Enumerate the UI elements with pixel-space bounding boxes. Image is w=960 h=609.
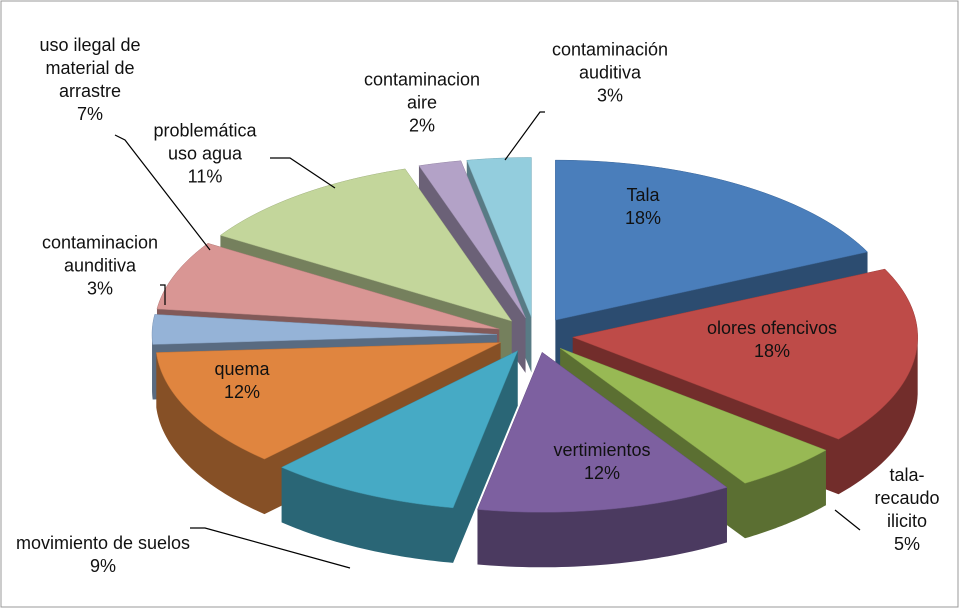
slice (156, 342, 501, 460)
label-text: 7% (76, 104, 103, 124)
label-text: contaminación auditiva (551, 39, 669, 83)
label-text: contaminacion aire (363, 69, 481, 113)
label-text: quema (214, 359, 270, 379)
leader-line (160, 284, 166, 305)
label-text: movimiento de suelos (15, 533, 191, 553)
data-label: vertimientos 12% (522, 439, 682, 485)
data-label: Tala 18% (583, 184, 703, 230)
data-label: contaminacion aunditiva 3% (15, 232, 185, 301)
leader-line (270, 157, 336, 189)
slice (559, 347, 827, 484)
data-label: problemática uso agua 11% (146, 120, 264, 189)
label-text: 3% (596, 85, 623, 106)
data-label: contaminacion aire 2% (350, 69, 495, 138)
data-label: quema 12% (187, 358, 297, 404)
slice (280, 350, 519, 509)
slice (466, 157, 532, 318)
slice (477, 351, 728, 513)
data-label: olores ofencivos 18% (702, 317, 842, 363)
label-text: 3% (86, 278, 113, 299)
slice (151, 314, 498, 345)
leader-line (114, 134, 211, 251)
label-text: 18% (624, 208, 662, 228)
label-text: 18% (753, 341, 791, 361)
slices (151, 157, 918, 568)
slice (418, 160, 526, 319)
leader-line (834, 509, 861, 531)
leader-line (504, 111, 545, 161)
data-label: uso ilegal de material de arrastre 7% (15, 34, 165, 126)
label-text: 12% (583, 463, 621, 483)
slice (571, 268, 918, 440)
label-text: contaminacion aunditiva (41, 232, 159, 276)
slice (219, 168, 513, 322)
data-label: contaminación auditiva 3% (525, 39, 695, 108)
label-text: 2% (408, 115, 435, 136)
label-text: problemática uso agua (153, 120, 257, 164)
label-text: 5% (893, 534, 920, 554)
leader-lines (114, 111, 861, 569)
label-text: vertimientos (553, 440, 651, 460)
label-text: 9% (89, 556, 116, 576)
label-text: uso ilegal de material de arrastre (39, 35, 141, 101)
label-text: 11% (187, 166, 223, 187)
slice (156, 243, 500, 330)
label-text: olores ofencivos (706, 318, 838, 338)
label-text: 12% (223, 382, 261, 402)
label-text: Tala (626, 185, 660, 205)
slice (555, 159, 869, 321)
label-text: tala-recaudo ilicito (874, 465, 940, 531)
data-label: tala-recaudo ilicito 5% (860, 464, 955, 556)
data-label: movimiento de suelos 9% (16, 532, 191, 578)
leader-line (190, 527, 351, 569)
